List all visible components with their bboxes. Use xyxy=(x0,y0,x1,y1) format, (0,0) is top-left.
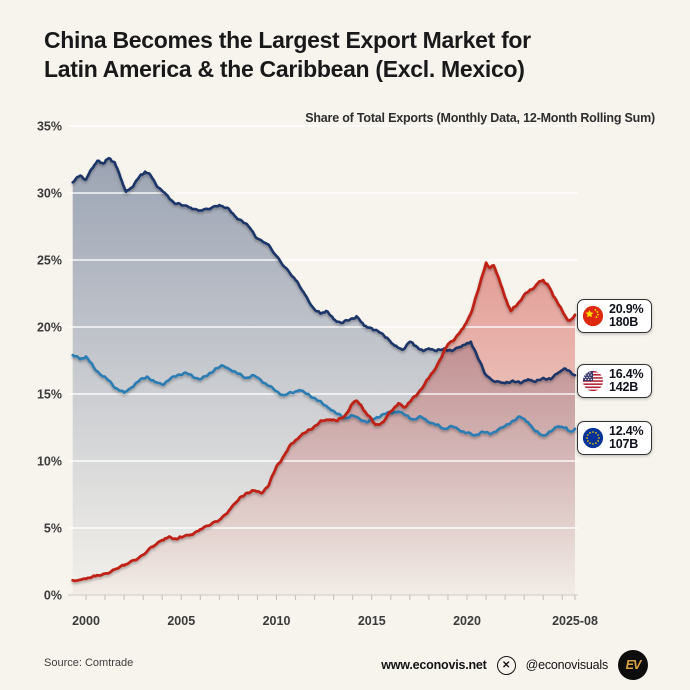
legend-badge-eu: 12.4% 107B xyxy=(577,421,653,455)
legend-badge-us: 16.4% 142B xyxy=(577,364,653,398)
social-handle: @econovisuals xyxy=(525,658,609,672)
chart-title-line1: China Becomes the Largest Export Market … xyxy=(44,27,531,53)
source-credit: Source: Comtrade xyxy=(44,657,134,669)
y-tick-35: 35% xyxy=(37,120,62,134)
x-tick-2005: 2005 xyxy=(167,614,195,628)
series-line-china xyxy=(71,261,577,583)
legend-text-eu: 12.4% 107B xyxy=(609,424,644,451)
china-value: 180B xyxy=(609,315,639,329)
legend-text-china: 20.9% 180B xyxy=(609,302,644,329)
us-flag-icon xyxy=(582,370,604,392)
website-url: www.econovis.net xyxy=(381,658,487,672)
y-tick-5: 5% xyxy=(44,522,62,536)
chart-title-line2: Latin America & the Caribbean (Excl. Mex… xyxy=(44,56,525,82)
series-line-european-union xyxy=(71,353,577,437)
chart-title: China Becomes the Largest Export Market … xyxy=(44,26,644,84)
series-line-united-states xyxy=(71,156,577,385)
y-tick-10: 10% xyxy=(37,455,62,469)
legend-badge-china: 20.9% 180B xyxy=(577,299,653,333)
legend-text-us: 16.4% 142B xyxy=(609,367,644,394)
footer-branding: www.econovis.net ✕ @econovisuals EV xyxy=(381,650,648,680)
y-tick-30: 30% xyxy=(37,187,62,201)
china-share: 20.9% xyxy=(609,302,644,316)
eu-share: 12.4% xyxy=(609,424,644,438)
x-tick-2015: 2015 xyxy=(358,614,386,628)
china-flag-icon xyxy=(582,305,604,327)
us-share: 16.4% xyxy=(609,367,644,381)
y-tick-0: 0% xyxy=(44,589,62,603)
x-tick-2025-08: 2025-08 xyxy=(552,614,598,628)
y-tick-25: 25% xyxy=(37,254,62,268)
eu-value: 107B xyxy=(609,437,639,451)
us-value: 142B xyxy=(609,380,639,394)
x-twitter-icon: ✕ xyxy=(496,655,516,675)
x-tick-2000: 2000 xyxy=(72,614,100,628)
y-tick-20: 20% xyxy=(37,321,62,335)
econovis-logo: EV xyxy=(618,650,648,680)
x-tick-2010: 2010 xyxy=(263,614,291,628)
eu-flag-icon xyxy=(582,427,604,449)
x-tick-2020: 2020 xyxy=(453,614,481,628)
y-tick-15: 15% xyxy=(37,388,62,402)
chart-subtitle: Share of Total Exports (Monthly Data, 12… xyxy=(305,111,655,125)
